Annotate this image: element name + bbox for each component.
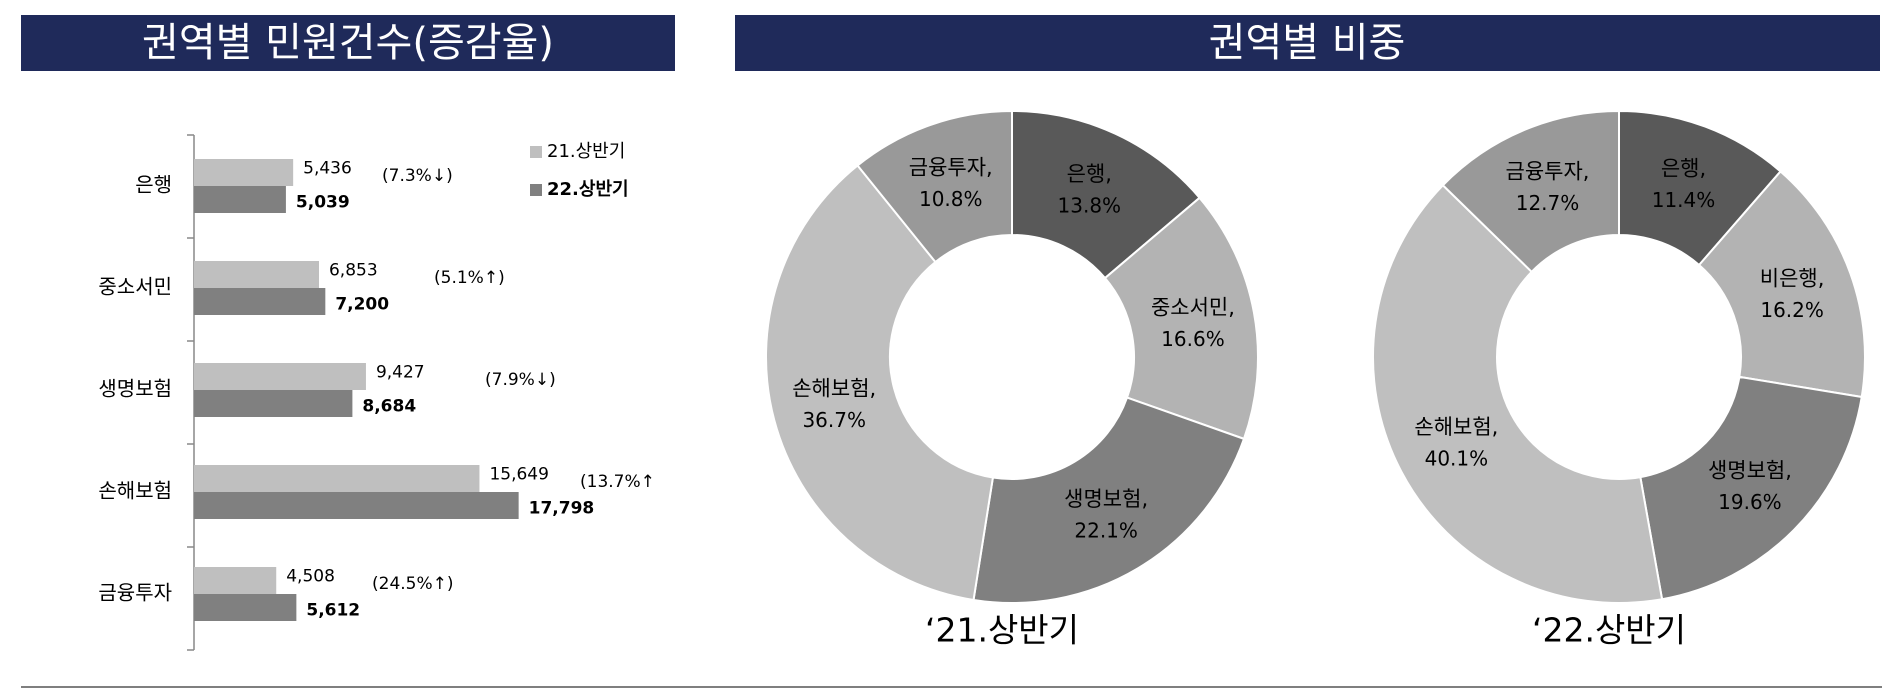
value-label: 5,436 <box>303 159 352 179</box>
header-bar <box>735 15 1880 71</box>
bar <box>194 390 353 417</box>
slice-value: 13.8% <box>1058 194 1122 218</box>
annotation: (7.9%↓) <box>485 370 556 390</box>
donut-slice <box>972 396 1246 604</box>
donut-slice <box>856 109 1013 264</box>
chart-title: ‘22.상반기 <box>1532 611 1686 650</box>
slice-value: 11.4% <box>1652 188 1716 212</box>
slice-value: 16.6% <box>1161 327 1225 351</box>
bar <box>194 492 519 519</box>
bar <box>194 186 286 213</box>
category-label: 중소서민 <box>98 275 172 299</box>
bar <box>194 465 480 492</box>
slice-category: 은행, <box>1067 162 1112 186</box>
bar <box>194 288 326 315</box>
slice-category: 금융투자, <box>909 155 993 179</box>
bar <box>194 261 319 288</box>
chart-title: ‘21.상반기 <box>925 611 1079 650</box>
slice-value: 22.1% <box>1074 519 1138 543</box>
donut-slice <box>1639 375 1863 601</box>
bar <box>194 567 277 594</box>
donut-slice <box>1441 109 1620 274</box>
donut-slice <box>1103 196 1259 441</box>
slice-category: 생명보험, <box>1708 458 1792 482</box>
donut-slice <box>1372 183 1664 604</box>
header-bar <box>21 15 675 71</box>
slice-category: 은행, <box>1661 157 1706 181</box>
legend-swatch <box>530 146 542 158</box>
donut-slice <box>1011 109 1201 280</box>
legend-swatch <box>530 184 542 196</box>
slice-value: 40.1% <box>1425 447 1489 471</box>
annotation: (24.5%↑) <box>372 574 454 594</box>
legend-label: 21.상반기 <box>547 141 625 162</box>
value-label: 5,039 <box>296 193 350 213</box>
bar <box>194 159 294 186</box>
slice-category: 금융투자, <box>1506 159 1590 183</box>
slice-value: 12.7% <box>1516 191 1580 215</box>
slice-category: 생명보험, <box>1064 487 1148 511</box>
donut-slice <box>1697 170 1866 399</box>
value-label: 15,649 <box>489 465 548 485</box>
value-label: 5,612 <box>306 601 360 621</box>
value-label: 7,200 <box>335 295 389 315</box>
legend-label: 22.상반기 <box>547 179 629 200</box>
slice-category: 손해보험, <box>1414 415 1498 439</box>
category-label: 생명보험 <box>98 377 172 401</box>
annotation: (13.7%↑ <box>580 472 655 492</box>
value-label: 9,427 <box>376 363 425 383</box>
slice-value: 19.6% <box>1718 490 1782 514</box>
slice-category: 손해보험, <box>792 376 876 400</box>
value-label: 17,798 <box>529 499 595 519</box>
section-title: 권역별 민원건수(증감율) <box>142 20 554 66</box>
donut-slice <box>765 164 995 602</box>
bar <box>194 594 297 621</box>
category-label: 금융투자 <box>98 581 172 605</box>
slice-value: 16.2% <box>1760 298 1824 322</box>
slice-category: 중소서민, <box>1151 296 1235 320</box>
annotation: (5.1%↑) <box>434 268 505 288</box>
category-label: 손해보험 <box>98 479 172 503</box>
value-label: 6,853 <box>329 261 378 281</box>
slice-value: 36.7% <box>802 408 866 432</box>
slice-category: 비은행, <box>1760 267 1825 291</box>
category-label: 은행 <box>135 173 172 197</box>
section-title: 권역별 비중 <box>1209 20 1406 66</box>
bar <box>194 363 366 390</box>
value-label: 8,684 <box>362 397 416 417</box>
slice-value: 10.8% <box>919 187 983 211</box>
value-label: 4,508 <box>286 567 335 587</box>
annotation: (7.3%↓) <box>382 166 453 186</box>
